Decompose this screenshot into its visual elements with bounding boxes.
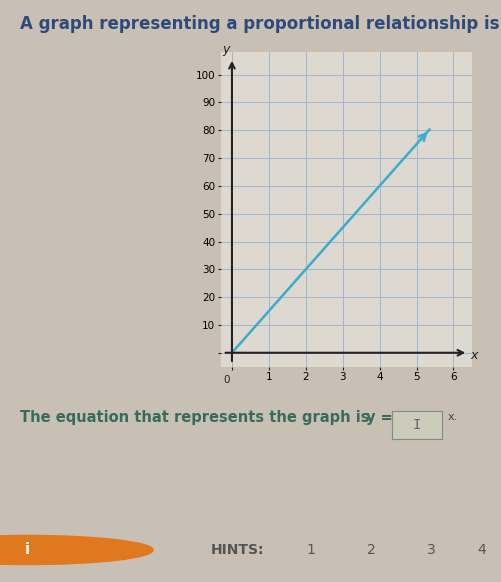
Circle shape xyxy=(0,535,153,565)
Text: A graph representing a proportional relationship is shown.: A graph representing a proportional rela… xyxy=(20,15,501,33)
Text: 4: 4 xyxy=(476,543,485,557)
Text: 0: 0 xyxy=(223,375,229,385)
Text: i: i xyxy=(25,542,30,558)
Text: I: I xyxy=(412,418,420,432)
Text: TOOLS: TOOLS xyxy=(90,543,142,557)
Text: The equation that represents the graph is: The equation that represents the graph i… xyxy=(20,410,374,425)
Text: 3: 3 xyxy=(426,543,435,557)
Text: y =: y = xyxy=(366,410,392,425)
Text: y: y xyxy=(222,43,229,56)
Text: x.: x. xyxy=(447,412,457,422)
Text: 2: 2 xyxy=(366,543,375,557)
Text: HINTS:: HINTS: xyxy=(210,543,264,557)
Text: 1: 1 xyxy=(306,543,315,557)
Text: x: x xyxy=(469,349,476,362)
